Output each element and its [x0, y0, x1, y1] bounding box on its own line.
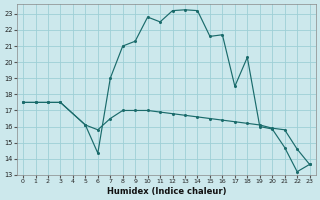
X-axis label: Humidex (Indice chaleur): Humidex (Indice chaleur) [107, 187, 226, 196]
